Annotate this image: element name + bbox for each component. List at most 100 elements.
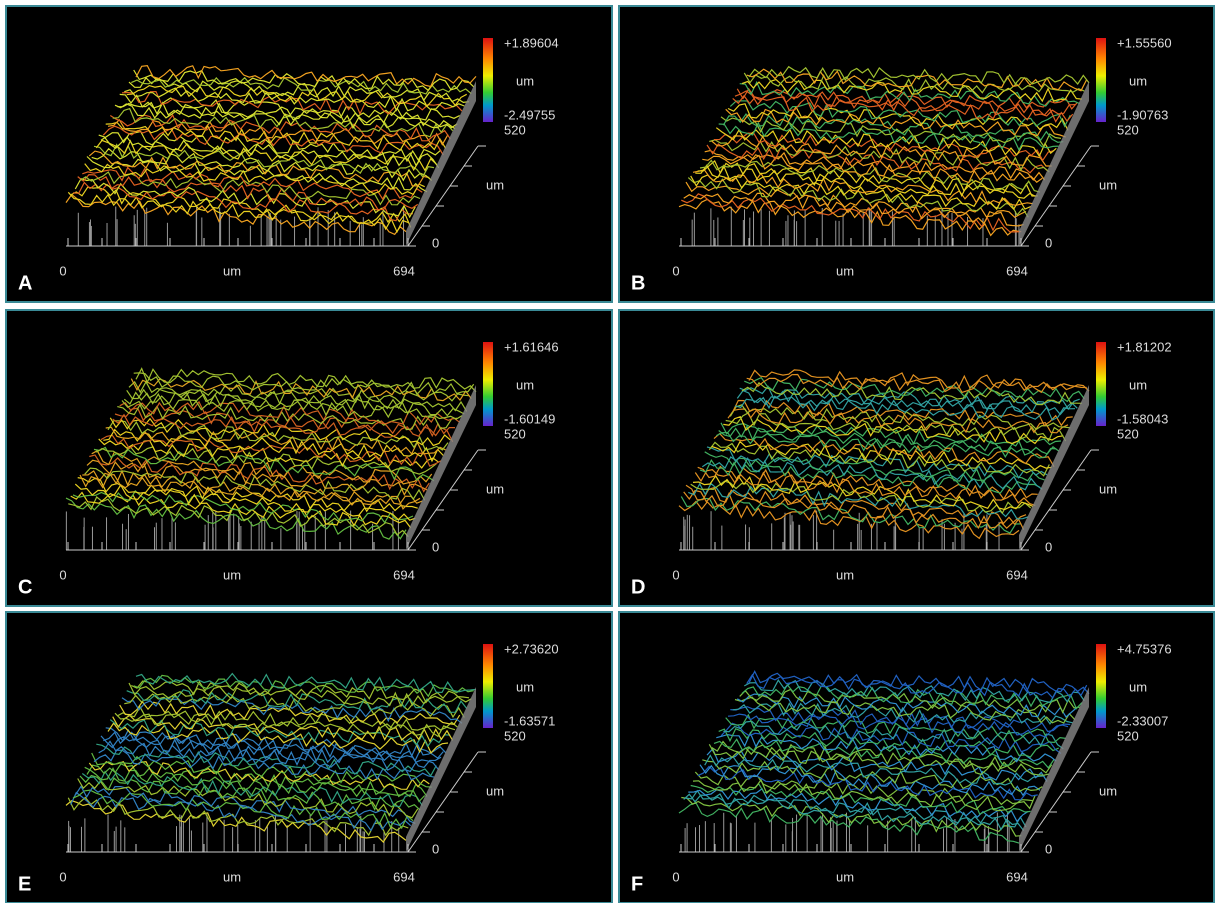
- surface-line: [741, 78, 1083, 103]
- surface: [678, 669, 1090, 852]
- surface-line: [699, 159, 1041, 193]
- surface-line: [126, 387, 468, 412]
- panel-letter: A: [18, 272, 32, 294]
- surface-line: [126, 84, 467, 108]
- y-axis: [407, 145, 479, 247]
- surface-line: [746, 68, 1088, 92]
- surface-line: [131, 680, 472, 704]
- surface-line: [77, 477, 418, 513]
- surface-line: [128, 682, 470, 708]
- surface-line: [725, 108, 1066, 138]
- surface-line: [72, 489, 414, 524]
- surface-line: [84, 163, 425, 196]
- scale-min: -1.60149: [504, 411, 555, 426]
- surface-line: [704, 451, 1045, 484]
- surface-line: [77, 778, 419, 819]
- surface-line: [86, 763, 428, 798]
- scale-max: +1.81202: [1117, 339, 1172, 354]
- surface-line: [95, 139, 437, 172]
- color-scale: [1096, 38, 1106, 122]
- surface-line: [711, 740, 1053, 774]
- surface-line: [692, 169, 1034, 206]
- surface-line: [697, 465, 1038, 501]
- surface-line: [126, 689, 468, 714]
- surface-line: [681, 796, 1022, 837]
- surface-line: [678, 500, 1020, 540]
- surface-line: [739, 688, 1080, 714]
- surface-line: [716, 431, 1057, 459]
- scale-min: -2.33007: [1117, 713, 1168, 728]
- scale-unit: um: [516, 679, 534, 694]
- surface-line: [734, 395, 1076, 421]
- surface-line: [683, 192, 1024, 227]
- surface-line: [688, 787, 1029, 823]
- surface-side: [406, 687, 476, 852]
- surface-line: [117, 101, 458, 129]
- surface-line: [716, 731, 1057, 763]
- surface-line: [739, 80, 1080, 107]
- surface-line: [98, 438, 440, 469]
- surface-line: [117, 705, 458, 731]
- surface-line: [114, 407, 455, 438]
- x-axis-unit: um: [836, 263, 854, 278]
- surface-line: [692, 474, 1034, 511]
- surface-line: [112, 413, 454, 443]
- surface-line: [718, 728, 1059, 758]
- surface: [65, 367, 477, 550]
- panel-background: [5, 309, 613, 607]
- surface-line: [730, 706, 1071, 733]
- surface-line: [748, 369, 1090, 392]
- scale-max: +1.89604: [504, 35, 559, 50]
- scale-min: -2.49755: [504, 107, 555, 122]
- surface-line: [688, 482, 1029, 520]
- surface-line: [77, 173, 419, 211]
- surface: [65, 64, 477, 246]
- x-axis-unit: um: [836, 567, 854, 582]
- surface-line: [65, 800, 407, 843]
- panel-letter: E: [18, 873, 31, 895]
- surface: [678, 65, 1090, 246]
- scale-max: +1.55560: [1117, 35, 1172, 50]
- surface-line: [680, 496, 1022, 534]
- surface-line: [82, 166, 423, 201]
- scale-max: +1.61646: [504, 339, 559, 354]
- surface-line: [746, 673, 1088, 699]
- depth-value: 520: [504, 728, 526, 743]
- x-axis-end: 694: [393, 567, 415, 582]
- y-axis-unit: um: [486, 481, 504, 496]
- x-axis-start: 0: [672, 567, 679, 582]
- surface-side: [1019, 81, 1089, 246]
- depth-value: 520: [504, 426, 526, 441]
- x-axis-start: 0: [672, 869, 679, 884]
- x-axis-end: 694: [1006, 263, 1028, 278]
- surface-line: [692, 778, 1034, 812]
- surface-line: [720, 422, 1062, 447]
- surface-side: [1019, 385, 1089, 550]
- surface-line: [98, 740, 440, 773]
- surface-line: [135, 367, 477, 393]
- surface-line: [133, 69, 475, 92]
- surface-line: [706, 446, 1048, 479]
- surface-line: [109, 719, 451, 748]
- surface-line: [732, 399, 1073, 427]
- surface-line: [79, 774, 421, 811]
- y-axis-unit: um: [1099, 481, 1117, 496]
- surface-line: [65, 193, 407, 236]
- surface-line: [117, 403, 458, 431]
- surface-line: [725, 411, 1067, 442]
- x-axis-unit: um: [836, 869, 854, 884]
- depth-value: 520: [1117, 122, 1139, 137]
- surface-line: [736, 389, 1078, 416]
- color-scale: [483, 644, 493, 728]
- surface-line: [70, 491, 412, 529]
- surface-line: [133, 372, 475, 396]
- surface-line: [702, 759, 1043, 792]
- panel-letter: B: [631, 272, 645, 294]
- surface: [65, 672, 477, 852]
- scale-min: -1.58043: [1117, 411, 1168, 426]
